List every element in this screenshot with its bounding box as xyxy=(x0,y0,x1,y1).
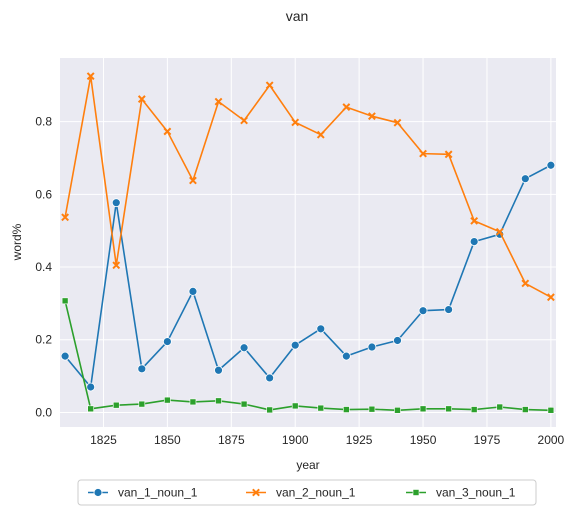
data-point xyxy=(419,405,427,413)
data-point xyxy=(522,406,529,413)
data-point xyxy=(137,95,146,103)
data-point xyxy=(290,340,300,350)
data-point xyxy=(137,364,147,374)
data-point xyxy=(60,351,70,361)
data-point xyxy=(189,176,197,185)
y-tick-label: 0.6 xyxy=(35,187,52,201)
series-van_1_noun_1 xyxy=(60,160,556,392)
tick-layer: 1825 1850 1875 1900 1925 1950 1975 2000 0.0 0.2 0.… xyxy=(35,115,564,447)
data-point xyxy=(252,488,260,497)
data-point xyxy=(188,286,198,296)
data-point xyxy=(368,112,376,121)
series-van_2_noun_1 xyxy=(61,72,555,302)
data-point xyxy=(470,406,478,413)
legend-item-van_3_noun_1: van_3_noun_1 xyxy=(406,486,516,500)
legend-item-van_2_noun_1: van_2_noun_1 xyxy=(246,486,356,500)
data-point xyxy=(444,305,454,314)
data-point xyxy=(546,293,555,302)
data-point xyxy=(265,81,274,90)
data-point xyxy=(521,279,530,288)
legend-label: van_1_noun_1 xyxy=(118,486,198,500)
data-point xyxy=(214,365,223,375)
data-point xyxy=(214,97,223,106)
series-line xyxy=(64,164,552,388)
data-point xyxy=(87,405,94,413)
data-point xyxy=(240,116,248,125)
data-point xyxy=(470,216,479,225)
data-point xyxy=(86,382,96,392)
series-line xyxy=(64,75,552,298)
data-point xyxy=(164,396,171,404)
data-point xyxy=(316,324,326,334)
y-tick-label: 0.4 xyxy=(35,260,52,274)
series-van_3_noun_1 xyxy=(61,297,555,414)
data-point xyxy=(520,174,530,184)
data-point xyxy=(61,297,69,305)
y-tick-label: 0.2 xyxy=(35,333,52,347)
series-line xyxy=(64,300,551,412)
data-point xyxy=(394,406,401,414)
chart-title: van xyxy=(286,8,309,24)
data-point xyxy=(111,198,121,208)
data-point xyxy=(495,227,504,236)
legend: van_1_noun_1 van_2_noun_1 van_3_noun_1 xyxy=(77,479,537,506)
data-point xyxy=(444,150,453,159)
data-point xyxy=(86,72,95,81)
x-tick-label: 1950 xyxy=(410,433,437,447)
data-point xyxy=(418,306,428,316)
data-point xyxy=(342,103,351,111)
plot-background xyxy=(60,58,556,427)
y-tick-label: 0.0 xyxy=(35,405,52,419)
legend-item-van_1_noun_1: van_1_noun_1 xyxy=(88,486,198,500)
y-axis-label: word% xyxy=(10,223,24,261)
data-point xyxy=(189,398,197,406)
x-tick-label: 1825 xyxy=(90,433,117,447)
series-layer xyxy=(60,72,556,414)
data-point xyxy=(367,342,377,352)
data-point xyxy=(393,118,402,127)
data-point xyxy=(61,213,70,222)
data-point xyxy=(239,343,249,353)
x-tick-label: 1850 xyxy=(154,433,181,447)
grid xyxy=(60,58,556,427)
data-point xyxy=(469,237,479,246)
data-point xyxy=(291,118,300,127)
data-point xyxy=(138,400,146,408)
data-point xyxy=(163,127,172,136)
data-point xyxy=(112,401,120,409)
x-tick-label: 1925 xyxy=(346,433,373,447)
data-point xyxy=(368,405,376,413)
data-point xyxy=(316,130,325,139)
data-point xyxy=(341,351,351,361)
data-point xyxy=(266,406,273,414)
data-point xyxy=(547,406,555,414)
y-tick-label: 0.8 xyxy=(35,115,52,129)
data-point xyxy=(215,397,222,405)
data-point xyxy=(93,488,103,497)
data-point xyxy=(317,404,325,412)
x-tick-label: 2000 xyxy=(538,433,565,447)
x-tick-label: 1975 xyxy=(474,433,501,447)
data-point xyxy=(419,149,427,158)
x-axis-label: year xyxy=(296,458,319,472)
data-point xyxy=(445,405,452,413)
data-point xyxy=(291,402,299,410)
legend-label: van_3_noun_1 xyxy=(436,486,516,500)
data-point xyxy=(496,403,504,411)
data-point xyxy=(162,337,172,346)
x-tick-label: 1875 xyxy=(218,433,245,447)
legend-label: van_2_noun_1 xyxy=(276,486,356,500)
data-point xyxy=(240,400,248,408)
legend-frame xyxy=(77,479,537,506)
data-point xyxy=(112,261,121,270)
data-point xyxy=(265,373,275,383)
data-point xyxy=(393,336,402,345)
data-point xyxy=(343,406,350,413)
x-tick-label: 1900 xyxy=(282,433,309,447)
data-point xyxy=(546,160,556,170)
data-point xyxy=(412,489,420,496)
